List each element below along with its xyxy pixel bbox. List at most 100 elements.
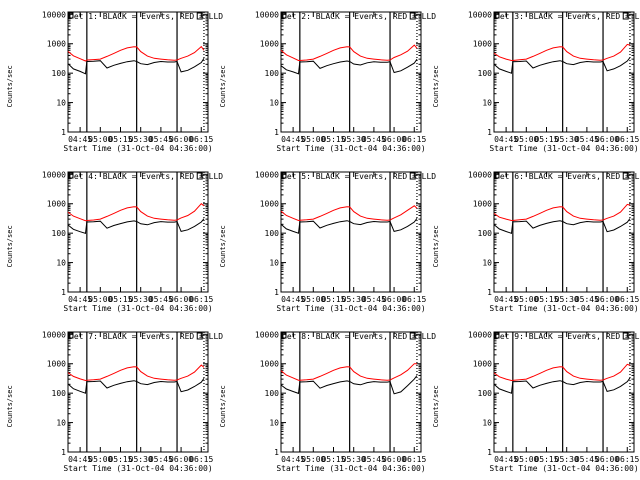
x-tick-label: 05:15 [321,455,345,464]
x-tick-label: 05:15 [534,135,558,144]
y-tick-label: 1000 [473,360,492,369]
x-tick-label: 05:45 [149,455,173,464]
y-tick-label: 10 [56,419,66,428]
x-tick-label: 05:30 [129,295,153,304]
panel-title: Det 7: BLACK = Events, RED = LLD [69,332,223,341]
y-axis-label: Counts/sec [432,385,440,427]
y-tick-label: 1000 [473,200,492,209]
x-tick-label: 06:00 [595,295,619,304]
y-tick-label: 1000 [473,40,492,49]
x-tick-label: 06:00 [595,455,619,464]
y-tick-label: 10000 [468,330,492,339]
y-axis-label: Counts/sec [432,225,440,267]
x-tick-label: 05:00 [301,455,325,464]
x-tick-label: 05:30 [129,455,153,464]
y-tick-label: 10000 [468,170,492,179]
y-tick-label: 1000 [47,360,66,369]
detector-panel-1: 1 10 100 1000 10000 04:4505:0005:1505:3005:45… [6,10,223,153]
x-axis-label: Start Time (31-Oct-04 04:36:00) [63,464,212,473]
y-tick-label: 1 [487,128,492,137]
y-axis-label: Counts/sec [6,65,14,107]
detector-panel-4: 1 10 100 1000 10000 04:4505:0005:1505:3005:45… [6,170,223,313]
y-axis-label: Counts/sec [219,385,227,427]
detector-panel-7: 1 10 100 1000 10000 04:4505:0005:1505:3005:45… [6,330,223,473]
x-tick-label: 05:00 [301,135,325,144]
y-tick-label: 10 [482,259,492,268]
y-tick-label: 10000 [42,10,66,19]
plot-frame [280,11,422,133]
series-line-lld [493,203,631,221]
panel-title: Det 1: BLACK = Events, RED = LLD [69,12,223,21]
x-tick-label: 05:45 [575,135,599,144]
plot-frame [493,331,635,453]
y-tick-label: 10000 [255,170,279,179]
x-tick-label: 06:00 [382,135,406,144]
x-tick-label: 06:00 [169,295,193,304]
x-tick-label: 06:15 [615,455,639,464]
y-tick-label: 100 [52,229,67,238]
x-tick-label: 06:15 [189,455,213,464]
x-tick-label: 05:30 [555,295,579,304]
corner-marker [196,332,203,340]
x-tick-label: 05:15 [534,295,558,304]
x-tick-label: 05:30 [342,295,366,304]
corner-marker [409,332,416,340]
plot-frame [493,11,635,133]
x-tick-label: 06:00 [595,135,619,144]
y-tick-label: 1000 [260,40,279,49]
panel-title: Det 5: BLACK = Events, RED = LLD [282,172,436,181]
x-tick-label: 05:15 [108,295,132,304]
plot-frame [67,171,209,293]
y-tick-label: 1 [487,288,492,297]
series-line-lld [493,43,631,61]
y-tick-label: 10 [269,259,279,268]
plot-frame [280,331,422,453]
x-tick-label: 04:45 [494,455,518,464]
panel-title: Det 4: BLACK = Events, RED = LLD [69,172,223,181]
y-tick-label: 100 [265,69,280,78]
corner-marker [622,332,629,340]
detector-panel-8: 1 10 100 1000 10000 04:4505:0005:1505:3005:45… [219,330,436,473]
corner-marker [494,12,500,19]
y-tick-label: 10000 [42,330,66,339]
series-line-events [493,57,631,74]
x-axis-label: Start Time (31-Oct-04 04:36:00) [276,464,425,473]
y-tick-label: 1 [61,128,66,137]
series-line-events [280,58,418,75]
x-tick-label: 05:15 [108,455,132,464]
y-tick-label: 1000 [47,200,66,209]
y-tick-label: 1000 [47,40,66,49]
y-tick-label: 1000 [260,200,279,209]
x-tick-label: 04:45 [68,455,92,464]
y-tick-label: 100 [52,69,67,78]
x-tick-label: 05:15 [108,135,132,144]
y-tick-label: 10 [56,99,66,108]
x-tick-label: 05:15 [534,455,558,464]
y-tick-label: 100 [478,229,493,238]
y-tick-label: 1000 [260,360,279,369]
panel-title: Det 8: BLACK = Events, RED = LLD [282,332,436,341]
detector-panel-6: 1 10 100 1000 10000 04:4505:0005:1505:3005:45… [432,170,640,313]
y-tick-label: 100 [52,389,67,398]
corner-marker [68,12,74,19]
corner-marker [281,172,287,179]
x-tick-label: 05:00 [514,295,538,304]
x-tick-label: 06:15 [615,135,639,144]
y-tick-label: 1 [487,448,492,457]
y-axis-label: Counts/sec [432,65,440,107]
y-axis-label: Counts/sec [6,225,14,267]
x-tick-label: 05:15 [321,295,345,304]
series-line-events [67,378,205,394]
y-axis-label: Counts/sec [219,225,227,267]
y-tick-label: 10000 [468,10,492,19]
x-tick-label: 06:00 [169,135,193,144]
plot-frame [67,11,209,133]
series-line-lld [280,363,417,381]
y-tick-label: 1 [274,288,279,297]
series-line-events [280,375,418,395]
x-axis-label: Start Time (31-Oct-04 04:36:00) [276,304,425,313]
corner-marker [281,12,287,19]
y-tick-label: 100 [478,389,493,398]
x-tick-label: 05:45 [149,295,173,304]
